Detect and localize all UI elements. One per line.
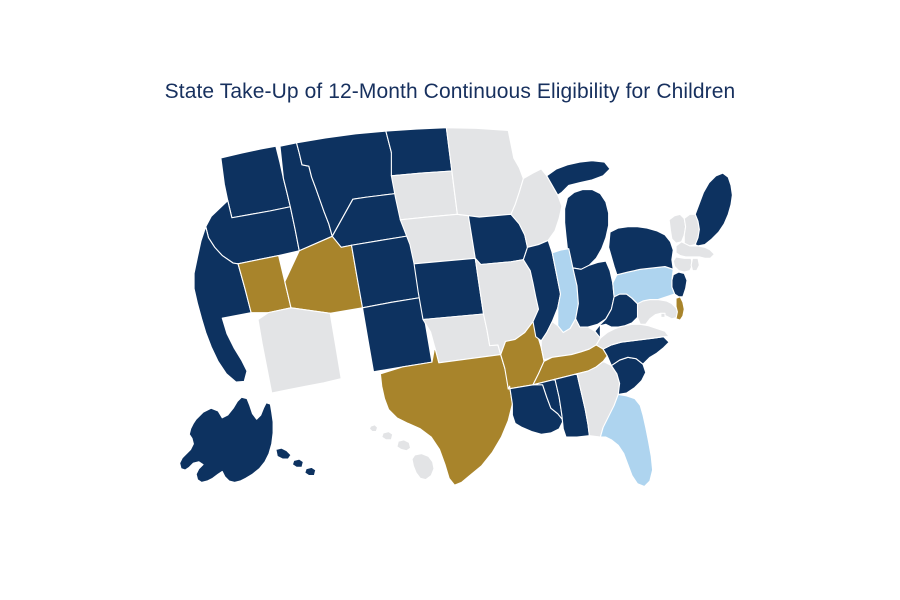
state-VT[interactable] (669, 214, 686, 243)
state-NY[interactable] (609, 227, 674, 275)
state-MA[interactable] (676, 242, 715, 259)
state-MN[interactable] (446, 128, 523, 217)
state-TX[interactable] (380, 347, 512, 485)
state-AK[interactable] (180, 397, 316, 482)
state-ME[interactable] (695, 173, 732, 246)
us-choropleth-map (126, 126, 786, 546)
state-WI[interactable] (511, 169, 562, 247)
state-VA[interactable] (596, 324, 669, 349)
state-CA[interactable] (194, 227, 251, 382)
state-AZ[interactable] (258, 308, 341, 393)
state-RI[interactable] (691, 258, 699, 270)
state-ND[interactable] (386, 128, 452, 176)
state-CT[interactable] (673, 257, 692, 272)
us-map-svg (126, 126, 786, 546)
state-DE[interactable] (676, 297, 684, 320)
state-DC[interactable] (661, 313, 665, 317)
state-FL[interactable] (600, 394, 652, 486)
page-title: State Take-Up of 12-Month Continuous Eli… (164, 80, 736, 103)
state-KS[interactable] (414, 258, 483, 319)
state-WA[interactable] (221, 146, 290, 218)
state-MD[interactable] (638, 300, 681, 325)
state-SD[interactable] (391, 171, 457, 220)
states-group (180, 128, 733, 487)
state-HI[interactable] (369, 425, 434, 480)
state-MI[interactable] (547, 161, 610, 270)
